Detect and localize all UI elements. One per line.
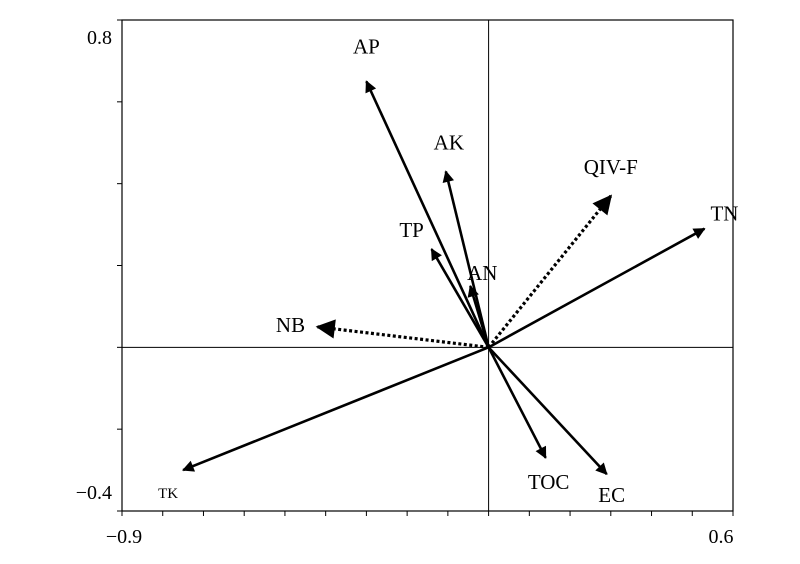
x-tick-label-min: −0.9 (106, 526, 142, 548)
arrow-label-an: AN (467, 261, 497, 285)
y-tick-label-max: 0.8 (87, 27, 112, 49)
axis-ticks (117, 19, 734, 516)
arrow-label-qiv-f: QIV-F (584, 155, 638, 179)
y-tick-label-min: −0.4 (76, 482, 112, 504)
arrow-label-tn: TN (710, 202, 738, 226)
arrow-label-tk: TK (158, 486, 178, 502)
arrow-ap (365, 80, 490, 348)
arrow-an (467, 284, 490, 348)
axis-tick-labels: −0.9 0.6 0.8 −0.4 (76, 27, 734, 548)
arrow-tp (430, 248, 490, 348)
arrow-label-ap: AP (353, 34, 380, 58)
arrow-toc (487, 346, 547, 459)
arrow-tn (487, 227, 706, 349)
arrow-tk (182, 346, 490, 472)
arrow-label-nb: NB (276, 313, 305, 337)
arrow-label-ak: AK (434, 130, 464, 154)
arrow-label-toc: TOC (528, 470, 570, 494)
arrow-nb (315, 319, 489, 349)
arrow-ak (442, 170, 490, 348)
arrow-label-tp: TP (399, 218, 424, 242)
arrow-label-ec: EC (598, 483, 625, 507)
x-tick-label-max: 0.6 (709, 526, 734, 548)
vector-arrows: AP AK TP AN TN TK TOC EC QIV-F NB (158, 34, 738, 507)
arrow-ec (487, 346, 608, 476)
plot-frame (121, 19, 734, 512)
arrow-qiv-f (487, 194, 613, 349)
